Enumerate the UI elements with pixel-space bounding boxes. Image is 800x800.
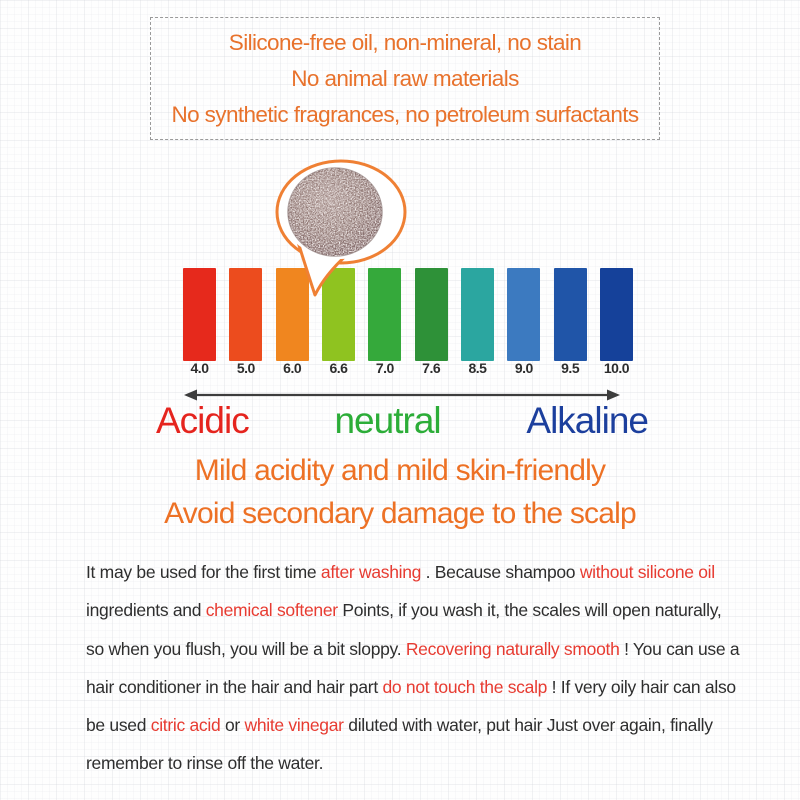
ph-bar-5.0 [229, 268, 263, 361]
paragraph-line: be used citric acid or white vinegar dil… [86, 715, 766, 735]
highlight-text: Recovering naturally smooth [405, 638, 620, 659]
paragraph-line: ingredients and chemical softener Points… [86, 600, 766, 620]
highlight-text: without silicone oil [579, 562, 715, 582]
body-text: It may be used for the first time [86, 562, 321, 582]
ph-label-7.6: 7.6 [422, 360, 441, 376]
axis-word-neutral: neutral [334, 400, 441, 441]
ph-label-6.6: 6.6 [329, 360, 348, 376]
feature-line: Silicone-free oil, non-mineral, no stain [228, 29, 582, 55]
paragraph-line: remember to rinse off the water. [86, 753, 766, 773]
body-text: ! You can use a [619, 638, 740, 659]
arrowhead-right [607, 389, 620, 401]
ph-scale-bars [183, 268, 633, 361]
body-text: diluted with water, put hair Just over a… [348, 715, 713, 736]
paragraph-line: hair conditioner in the hair and hair pa… [86, 677, 766, 697]
body-text: remember to rinse off the water. [86, 753, 324, 774]
ph-axis-arrow [184, 389, 620, 401]
body-text: ! If very oily hair can also [547, 676, 737, 697]
headline-line: Mild acidity and mild skin-friendly [194, 454, 606, 487]
highlight-text: citric acid [150, 715, 225, 736]
product-speech-bubble [275, 159, 407, 297]
ph-bar-7.6 [414, 268, 448, 361]
ph-label-4.0: 4.0 [190, 360, 209, 376]
ph-label-7.0: 7.0 [375, 360, 394, 376]
paragraph-line: It may be used for the first time after … [86, 562, 766, 582]
axis-word-acidic: Acidic [156, 400, 250, 441]
ph-bar-8.5 [460, 268, 494, 361]
feature-line: No animal raw materials [291, 65, 519, 91]
ph-bar-9.5 [553, 268, 587, 361]
ph-scale-labels: 4.0 5.0 6.0 6.6 7.0 7.6 8.5 9.0 9.5 10.0 [183, 360, 633, 376]
ph-axis-words: Acidic neutral Alkaline [156, 400, 649, 442]
feature-line: No synthetic fragrances, no petroleum su… [171, 101, 639, 127]
shampoo-bar-image [287, 167, 383, 257]
body-text: so when you flush, you will be a bit slo… [86, 638, 406, 659]
body-text: . Because shampoo [425, 562, 580, 582]
highlight-text: after washing [320, 562, 426, 582]
feature-box: Silicone-free oil, non-mineral, no stain… [150, 17, 660, 140]
ph-bar-7.0 [368, 268, 402, 361]
paragraph-line: so when you flush, you will be a bit slo… [86, 639, 766, 659]
ph-label-6.0: 6.0 [283, 360, 302, 376]
ph-bar-10.0 [599, 268, 633, 361]
arrowhead-left [184, 389, 197, 401]
usage-paragraph: It may be used for the first time after … [86, 562, 766, 792]
body-text: or [224, 715, 245, 736]
ph-bar-6.0 [275, 268, 309, 361]
ph-label-9.5: 9.5 [561, 360, 580, 376]
highlight-text: chemical softener [205, 600, 343, 621]
axis-word-alkaline: Alkaline [526, 400, 649, 441]
ph-label-10.0: 10.0 [603, 360, 630, 376]
ph-bar-6.6 [321, 268, 355, 361]
headline: Mild acidity and mild skin-friendly Avoid… [0, 449, 800, 535]
ph-bar-4.0 [183, 268, 216, 361]
ph-label-5.0: 5.0 [236, 360, 255, 376]
body-text: ingredients and [86, 600, 206, 621]
highlight-text: do not touch the scalp [382, 676, 548, 697]
body-text: be used [86, 715, 151, 736]
ph-bar-9.0 [507, 268, 541, 361]
ph-label-9.0: 9.0 [514, 360, 533, 376]
ph-label-8.5: 8.5 [468, 360, 487, 376]
highlight-text: white vinegar [244, 715, 349, 736]
body-text: Points, if you wash it, the scales will … [342, 600, 722, 621]
body-text: hair conditioner in the hair and hair pa… [86, 676, 383, 697]
headline-line: Avoid secondary damage to the scalp [164, 497, 637, 530]
